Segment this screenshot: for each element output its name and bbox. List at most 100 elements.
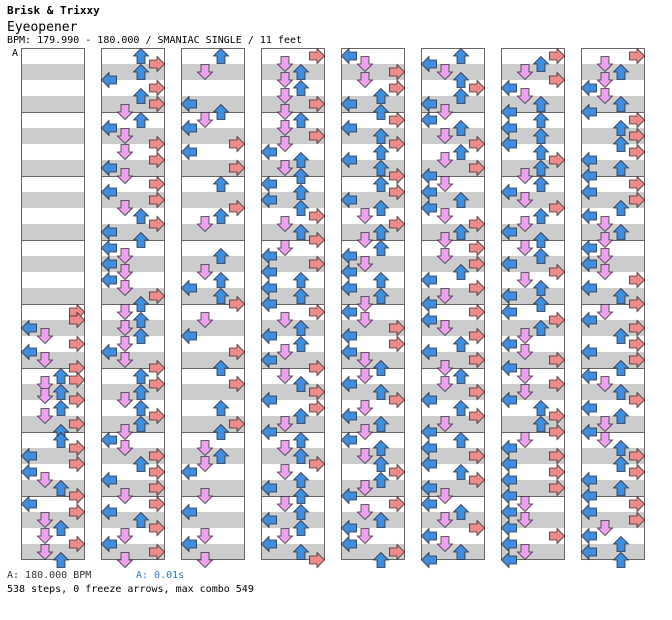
beat-band <box>181 480 245 496</box>
beat-band <box>501 352 565 368</box>
up-arrow-icon <box>373 272 389 288</box>
beat-band <box>501 448 565 464</box>
beat-band <box>21 416 85 432</box>
beat-band <box>21 448 85 464</box>
beat-band <box>341 480 405 496</box>
beat-band <box>421 288 485 304</box>
left-arrow-icon <box>101 240 117 256</box>
down-arrow-icon <box>277 496 293 512</box>
beat-band <box>341 320 405 336</box>
beat-band <box>501 192 565 208</box>
right-arrow-icon <box>389 80 405 96</box>
up-arrow-icon <box>293 112 309 128</box>
beat-band <box>101 192 165 208</box>
right-arrow-icon <box>469 240 485 256</box>
left-arrow-icon <box>341 48 357 64</box>
beat-band <box>261 352 325 368</box>
beat-band <box>261 480 325 496</box>
right-arrow-icon <box>629 336 645 352</box>
beat-band <box>581 256 645 272</box>
up-arrow-icon <box>293 432 309 448</box>
down-arrow-icon <box>357 400 373 416</box>
up-arrow-icon <box>293 80 309 96</box>
down-arrow-icon <box>517 496 533 512</box>
right-arrow-icon <box>389 112 405 128</box>
up-arrow-icon <box>53 432 69 448</box>
beat-band <box>181 224 245 240</box>
chart-column-2 <box>101 48 165 560</box>
beat-band <box>101 480 165 496</box>
left-arrow-icon <box>181 464 197 480</box>
right-arrow-icon <box>69 336 85 352</box>
beat-band <box>501 384 565 400</box>
beat-band <box>261 256 325 272</box>
left-arrow-icon <box>21 496 37 512</box>
beat-band <box>341 96 405 112</box>
right-arrow-icon <box>149 496 165 512</box>
beat-band <box>581 128 645 144</box>
left-arrow-icon <box>421 272 437 288</box>
column-frame <box>501 48 565 560</box>
up-arrow-icon <box>213 176 229 192</box>
up-arrow-icon <box>453 432 469 448</box>
beat-band <box>101 320 165 336</box>
left-arrow-icon <box>421 528 437 544</box>
bpm-marker-label: A <box>12 48 19 59</box>
right-arrow-icon <box>149 80 165 96</box>
column-frame <box>341 48 405 560</box>
beat-band <box>581 320 645 336</box>
left-arrow-icon <box>501 80 517 96</box>
left-arrow-icon <box>501 304 517 320</box>
down-arrow-icon <box>437 208 453 224</box>
beat-band <box>181 512 245 528</box>
left-arrow-icon <box>341 432 357 448</box>
right-arrow-icon <box>309 208 325 224</box>
right-arrow-icon <box>549 464 565 480</box>
song-artist: Brisk & Trixxy <box>7 4 100 17</box>
right-arrow-icon <box>149 464 165 480</box>
up-arrow-icon <box>453 48 469 64</box>
down-arrow-icon <box>517 272 533 288</box>
down-arrow-icon <box>597 432 613 448</box>
down-arrow-icon <box>517 432 533 448</box>
column-frame <box>101 48 165 560</box>
beat-band <box>21 256 85 272</box>
down-arrow-icon <box>517 368 533 384</box>
beat-band <box>181 320 245 336</box>
beat-band <box>21 224 85 240</box>
right-arrow-icon <box>389 496 405 512</box>
beat-band <box>581 352 645 368</box>
beat-band <box>421 512 485 528</box>
beat-band <box>421 448 485 464</box>
up-arrow-icon <box>213 48 229 64</box>
beat-band <box>261 128 325 144</box>
left-arrow-icon <box>581 400 597 416</box>
left-arrow-icon <box>581 80 597 96</box>
down-arrow-icon <box>197 528 213 544</box>
up-arrow-icon <box>453 144 469 160</box>
chart-info: BPM: 179.990 - 180.000 / SMANIAC SINGLE … <box>7 35 303 46</box>
beat-band <box>341 64 405 80</box>
right-arrow-icon <box>149 176 165 192</box>
beat-band <box>261 416 325 432</box>
left-arrow-icon <box>101 432 117 448</box>
right-arrow-icon <box>549 528 565 544</box>
left-arrow-icon <box>261 176 277 192</box>
beat-band <box>421 352 485 368</box>
beat-band <box>501 480 565 496</box>
right-arrow-icon <box>629 176 645 192</box>
up-arrow-icon <box>53 400 69 416</box>
beat-band <box>101 224 165 240</box>
up-arrow-icon <box>53 368 69 384</box>
down-arrow-icon <box>37 528 53 544</box>
beat-band <box>181 192 245 208</box>
up-arrow-icon <box>293 336 309 352</box>
beat-band <box>501 256 565 272</box>
beat-band <box>261 384 325 400</box>
down-arrow-icon <box>277 464 293 480</box>
up-arrow-icon <box>533 112 549 128</box>
right-arrow-icon <box>309 400 325 416</box>
beat-band <box>501 64 565 80</box>
chart-column-6 <box>421 48 485 560</box>
beat-band <box>581 416 645 432</box>
